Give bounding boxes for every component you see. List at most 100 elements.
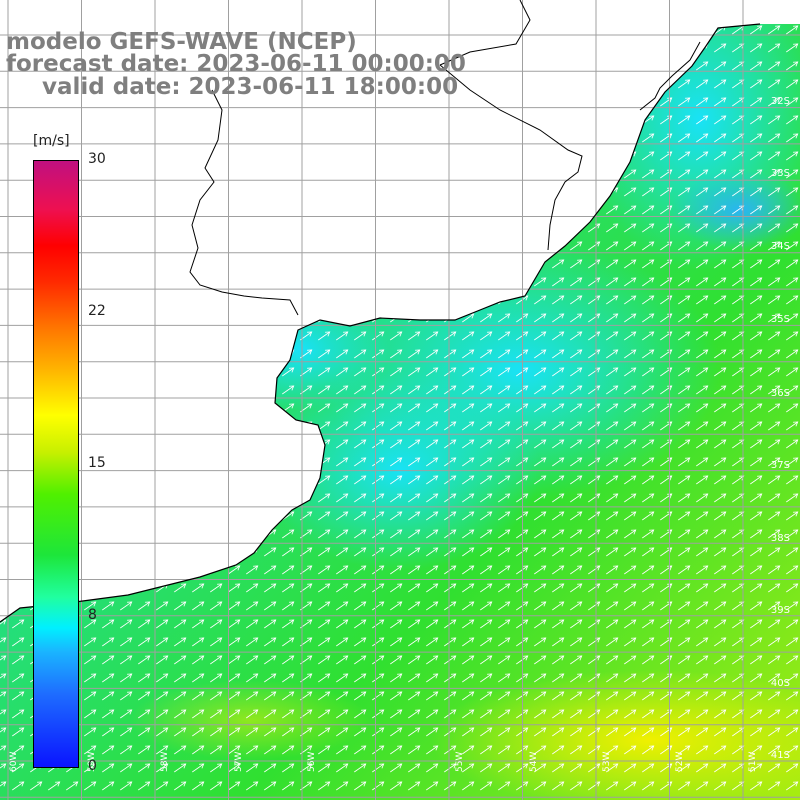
wind-arrow	[678, 79, 691, 89]
wind-arrow	[120, 601, 133, 611]
wind-arrow	[570, 259, 583, 269]
wind-arrow	[570, 457, 583, 467]
wind-arrow	[408, 421, 421, 431]
wind-arrow	[480, 421, 493, 431]
wind-arrow	[678, 385, 691, 395]
wind-arrow	[246, 691, 259, 701]
wind-arrow	[336, 403, 349, 413]
wind-arrow	[552, 439, 565, 449]
wind-arrow	[498, 385, 511, 395]
wind-arrow	[696, 475, 709, 485]
wind-arrow	[408, 673, 421, 683]
wind-arrow	[714, 169, 727, 179]
wind-arrow	[444, 727, 457, 737]
wind-arrow	[678, 169, 691, 179]
wind-arrow	[192, 583, 205, 593]
wind-arrow	[714, 475, 727, 485]
wind-arrow	[426, 691, 439, 701]
longitude-label: 59W	[87, 752, 97, 772]
wind-arrow	[12, 655, 25, 665]
wind-arrow	[534, 781, 547, 791]
wind-arrow	[120, 727, 133, 737]
wind-arrow	[678, 133, 691, 143]
wind-arrow	[120, 709, 133, 719]
title-valid-date: valid date: 2023-06-11 18:00:00	[42, 74, 459, 100]
wind-arrow	[336, 421, 349, 431]
wind-arrow	[462, 331, 475, 341]
wind-arrow	[678, 475, 691, 485]
wind-arrow	[336, 691, 349, 701]
longitude-label: 53W	[602, 752, 612, 772]
wind-arrow	[246, 745, 259, 755]
wind-arrow	[786, 169, 799, 179]
wind-arrow	[462, 745, 475, 755]
wind-arrow	[696, 331, 709, 341]
wind-arrow	[372, 511, 385, 521]
wind-arrow	[570, 655, 583, 665]
wind-arrow	[246, 673, 259, 683]
wind-arrow	[696, 115, 709, 125]
wind-arrow	[678, 97, 691, 107]
wind-arrow	[624, 169, 637, 179]
wind-arrow	[534, 439, 547, 449]
wind-arrow	[552, 457, 565, 467]
wind-arrow	[642, 457, 655, 467]
wind-arrow	[642, 763, 655, 773]
wind-arrow	[750, 25, 763, 35]
wind-arrow	[552, 691, 565, 701]
wind-arrow	[228, 565, 241, 575]
wind-arrow	[264, 619, 277, 629]
wind-arrow	[696, 133, 709, 143]
latitude-label: 39S	[771, 605, 790, 616]
wind-arrow	[768, 547, 781, 557]
wind-arrow	[282, 763, 295, 773]
wind-arrow	[444, 673, 457, 683]
wind-arrow	[642, 331, 655, 341]
wind-arrow	[264, 763, 277, 773]
wind-arrow	[354, 763, 367, 773]
wind-arrow	[426, 745, 439, 755]
wind-arrow	[120, 763, 133, 773]
wind-arrow	[0, 637, 7, 647]
wind-arrow	[588, 277, 601, 287]
wind-arrow	[390, 457, 403, 467]
wind-arrow	[552, 367, 565, 377]
wind-arrow	[678, 547, 691, 557]
wind-arrow	[426, 439, 439, 449]
wind-arrow	[678, 619, 691, 629]
wind-arrow	[588, 439, 601, 449]
wind-arrow	[588, 295, 601, 305]
wind-arrow	[336, 727, 349, 737]
wind-arrow	[768, 259, 781, 269]
wind-arrow	[534, 457, 547, 467]
wind-arrow	[390, 781, 403, 791]
latitude-labels: 32S 33S 34S 35S 36S 37S 38S 39S 40S 41S	[771, 96, 790, 761]
wind-arrow	[0, 691, 7, 701]
wind-arrow	[624, 349, 637, 359]
wind-arrow	[138, 691, 151, 701]
wind-arrow	[408, 493, 421, 503]
wind-arrow	[480, 385, 493, 395]
wind-arrow	[750, 241, 763, 251]
wind-arrow	[696, 187, 709, 197]
wind-arrow	[336, 475, 349, 485]
wind-arrow	[588, 763, 601, 773]
wind-arrow	[570, 511, 583, 521]
wind-arrow	[642, 187, 655, 197]
wind-arrow	[0, 709, 7, 719]
wind-arrow	[768, 205, 781, 215]
title-forecast-date: forecast date: 2023-06-11 00:00:00	[6, 51, 466, 77]
wind-arrow	[696, 709, 709, 719]
wind-arrow	[588, 673, 601, 683]
wind-arrow	[696, 403, 709, 413]
wind-arrow	[696, 241, 709, 251]
longitude-labels: 60W 59W 58W 57W 56W 55W 54W 53W 52W 51W	[9, 752, 758, 772]
wind-arrow	[570, 331, 583, 341]
wind-arrow	[714, 313, 727, 323]
wind-arrow	[444, 763, 457, 773]
wind-arrow	[372, 331, 385, 341]
wind-arrow	[714, 583, 727, 593]
wind-arrow	[768, 349, 781, 359]
wind-arrow	[606, 745, 619, 755]
wind-arrow	[210, 745, 223, 755]
